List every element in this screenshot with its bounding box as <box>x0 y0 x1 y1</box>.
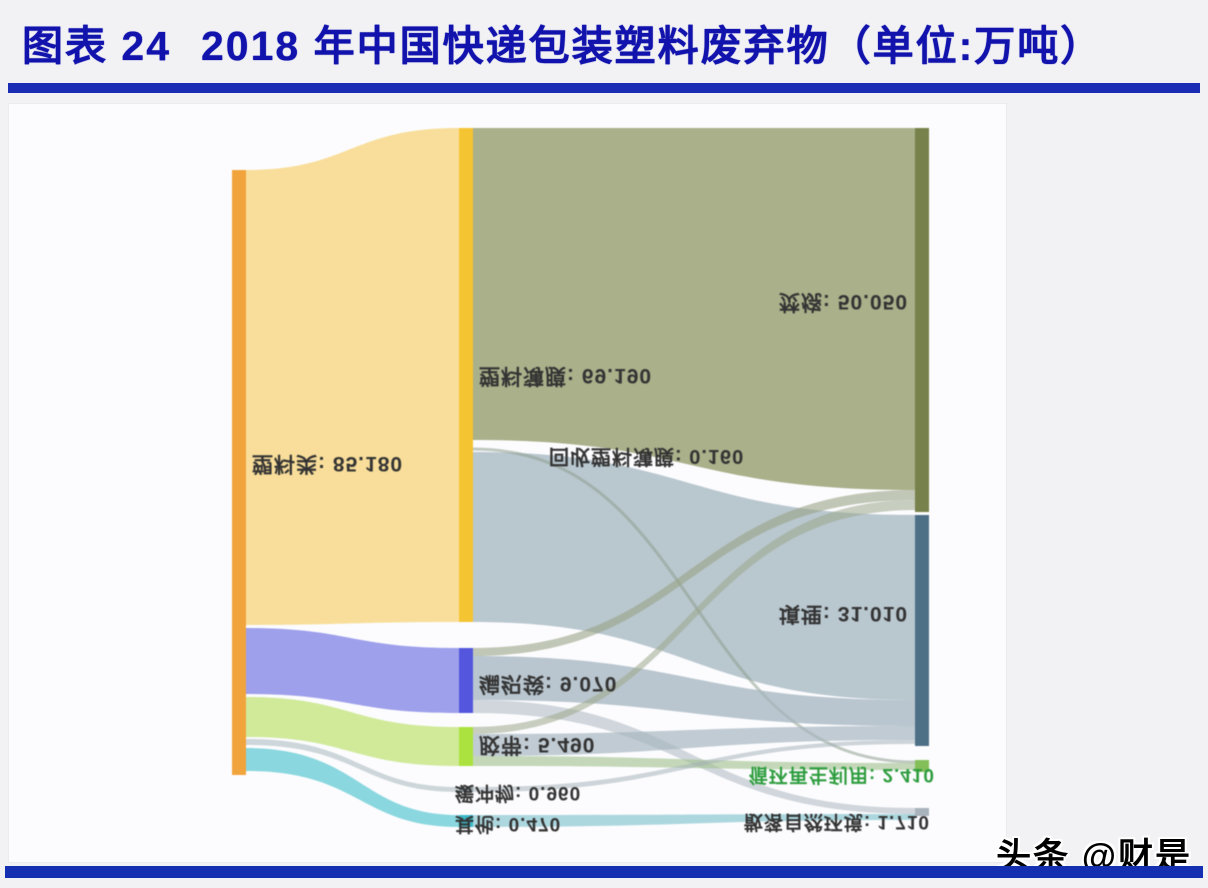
figure-title-text: 2018 年中国快递包装塑料废弃物（单位:万吨） <box>201 23 1104 69</box>
flow-woven-landfill <box>473 656 915 726</box>
node-woven <box>459 648 473 713</box>
node-film <box>459 128 473 622</box>
flow-cushion-landfill <box>473 740 915 792</box>
bottom-rule <box>5 866 1203 878</box>
flow-total-cushion <box>246 739 459 792</box>
label-node-landfill: 填埋: 31.010 <box>778 602 908 625</box>
label-node-incineration: 焚烧: 50.050 <box>778 290 908 313</box>
node-tape <box>459 727 473 766</box>
node-littered <box>915 808 929 816</box>
flow-tape-incineration <box>473 500 915 734</box>
label-node-total: 塑料类: 85.180 <box>252 452 404 475</box>
label-flow-recycle-film: 回收塑料薄膜: 0.160 <box>549 445 745 467</box>
title-underline <box>8 83 1200 93</box>
flow-film-incineration <box>473 128 915 490</box>
label-node-recycle: 循环再生利用: 2.410 <box>748 764 935 785</box>
flow-total-other <box>246 748 459 827</box>
label-node-cushion: 缓冲物: 0.960 <box>455 782 582 803</box>
label-node-film: 塑料薄膜: 69.190 <box>479 364 653 387</box>
flow-other-littered <box>473 814 915 827</box>
label-node-other: 其他: 0.470 <box>455 813 562 834</box>
flow-woven-littered <box>473 700 915 814</box>
node-total <box>232 170 246 775</box>
flow-total-tape <box>246 697 459 766</box>
node-incineration <box>915 128 929 512</box>
label-node-tape: 胶带: 5.490 <box>479 733 596 756</box>
flow-woven-incineration <box>473 490 915 656</box>
flow-total-woven <box>246 628 459 713</box>
node-cushion <box>459 787 473 792</box>
node-landfill <box>915 515 929 746</box>
node-recycle <box>915 760 929 772</box>
figure-number: 图表 24 <box>22 23 171 69</box>
flow-total-film <box>246 128 459 625</box>
label-node-woven: 编织袋: 9.070 <box>479 672 618 695</box>
label-node-littered: 散落自然环境: 1.710 <box>743 811 930 832</box>
node-other <box>459 815 473 827</box>
figure-title: 图表 24 2018 年中国快递包装塑料废弃物（单位:万吨） <box>22 12 1103 72</box>
flow-tape-landfill <box>473 726 915 756</box>
